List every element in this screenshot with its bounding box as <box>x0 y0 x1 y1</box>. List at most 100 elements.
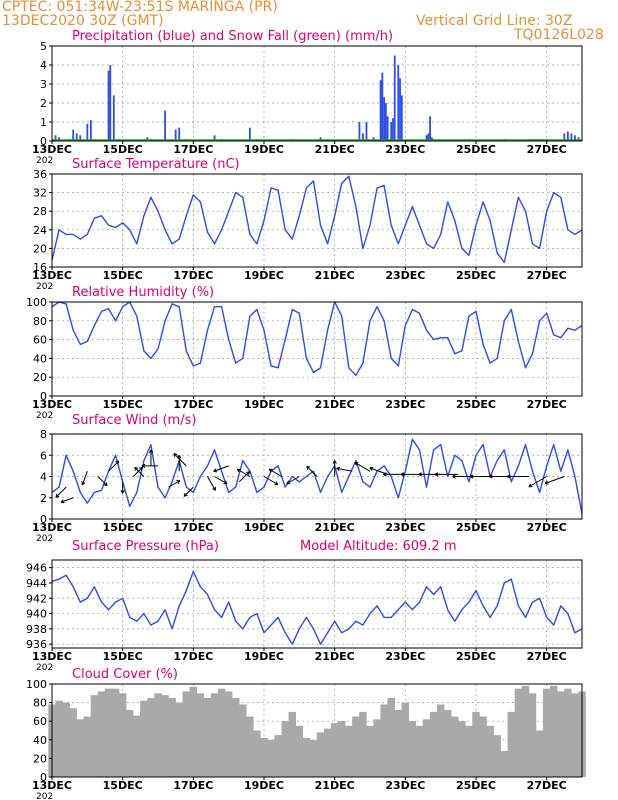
y-tick-label: 40 <box>33 352 47 365</box>
data-point <box>157 620 159 622</box>
data-point <box>206 231 209 233</box>
wind-arrow <box>132 466 143 477</box>
data-point <box>277 367 279 369</box>
data-point <box>256 491 258 494</box>
data-point <box>489 616 491 618</box>
x-tick-label: 13DEC <box>32 521 72 534</box>
x-tick-label: 21DEC <box>315 398 355 411</box>
x-tick-label: 23DEC <box>385 143 425 156</box>
data-point <box>517 605 520 607</box>
wind-arrow-shaft <box>173 453 187 467</box>
plot-frame <box>51 683 583 778</box>
wind-arrow-head <box>183 492 186 497</box>
data-point <box>157 486 159 488</box>
data-point <box>461 247 463 249</box>
data-point <box>411 205 413 208</box>
precip-bar <box>75 133 78 141</box>
y-tick-label: 20 <box>33 371 47 384</box>
x-tick-label: 15DEC <box>103 650 143 663</box>
wind-arrow <box>506 474 529 479</box>
data-point <box>192 365 194 367</box>
data-point <box>213 449 216 451</box>
data-point <box>65 233 67 236</box>
y-tick-label: 936 <box>26 638 47 651</box>
x-tick-label: 17DEC <box>173 269 213 282</box>
wind-arrow-head <box>528 483 532 488</box>
data-point <box>404 224 406 226</box>
data-point <box>72 470 74 472</box>
wind-arrow <box>148 449 154 466</box>
data-point <box>122 597 124 599</box>
wind-arrow-head <box>544 480 548 484</box>
cloud-bar <box>210 693 219 777</box>
cloud-bar <box>472 711 480 777</box>
wind-arrow-shaft <box>55 486 67 498</box>
y-tick-label: 1 <box>40 116 47 129</box>
x-tick-label: 15DEC <box>103 143 143 156</box>
wind-arrow <box>207 476 216 491</box>
data-point <box>411 438 413 440</box>
precip-bar <box>178 127 181 141</box>
data-point <box>312 371 315 374</box>
wind-arrow-head <box>103 484 108 487</box>
x-tick-label: 15DEC <box>103 521 143 534</box>
data-point <box>249 616 251 618</box>
data-point <box>143 350 145 352</box>
data-point <box>72 233 74 236</box>
x-tick-label: 27DEC <box>527 269 567 282</box>
precip-bar <box>109 65 112 141</box>
cloud-bar <box>104 688 113 777</box>
x-tick-label: 23DEC <box>385 398 425 411</box>
data-point <box>221 306 223 308</box>
data-point <box>503 261 505 263</box>
x-tick-label: 17DEC <box>173 650 213 663</box>
data-point <box>291 308 293 311</box>
data-point <box>546 312 548 314</box>
cloud-bar <box>486 725 494 777</box>
data-point <box>242 459 244 462</box>
data-point <box>213 306 216 308</box>
data-point <box>277 189 279 191</box>
data-point <box>397 609 399 611</box>
data-point <box>284 632 286 634</box>
x-tick-label: 27DEC <box>527 143 567 156</box>
precip-bar <box>365 122 368 141</box>
cloud-bar <box>217 688 226 777</box>
y-tick-label: 5 <box>40 40 47 53</box>
cloud-bar <box>175 702 183 777</box>
data-point <box>319 224 322 226</box>
x-tick-label: 27DEC <box>527 521 567 534</box>
data-point <box>319 491 322 494</box>
cloud-bar <box>224 691 233 777</box>
precip-bar <box>372 137 375 141</box>
series-group <box>51 570 583 645</box>
data-point <box>524 210 527 212</box>
data-point <box>341 315 343 317</box>
data-point <box>503 449 505 451</box>
precip-bar <box>72 129 75 141</box>
data-point <box>327 329 329 331</box>
wind-arrow-head <box>452 474 456 477</box>
data-point <box>107 609 110 611</box>
wind-arrow-shaft <box>60 497 74 503</box>
wind-arrow-shaft <box>168 480 181 488</box>
data-point <box>164 229 166 231</box>
data-point <box>369 320 371 322</box>
series-group <box>51 438 583 515</box>
cloud-bar <box>118 693 127 777</box>
data-point <box>270 365 272 367</box>
data-point <box>65 454 67 456</box>
data-point <box>79 343 81 345</box>
data-point <box>362 624 364 626</box>
data-point <box>503 320 505 322</box>
date-line: 13DEC2020 30Z (GMT) <box>2 13 164 29</box>
data-point <box>79 601 81 603</box>
wind-arrow-shaft <box>286 476 300 485</box>
panel-title: Surface Pressure (hPa) <box>72 539 219 554</box>
data-point <box>291 643 293 645</box>
data-point <box>221 470 223 472</box>
wind-arrow <box>173 453 187 467</box>
data-point <box>192 491 194 494</box>
data-point <box>107 307 110 310</box>
data-point <box>228 210 230 212</box>
